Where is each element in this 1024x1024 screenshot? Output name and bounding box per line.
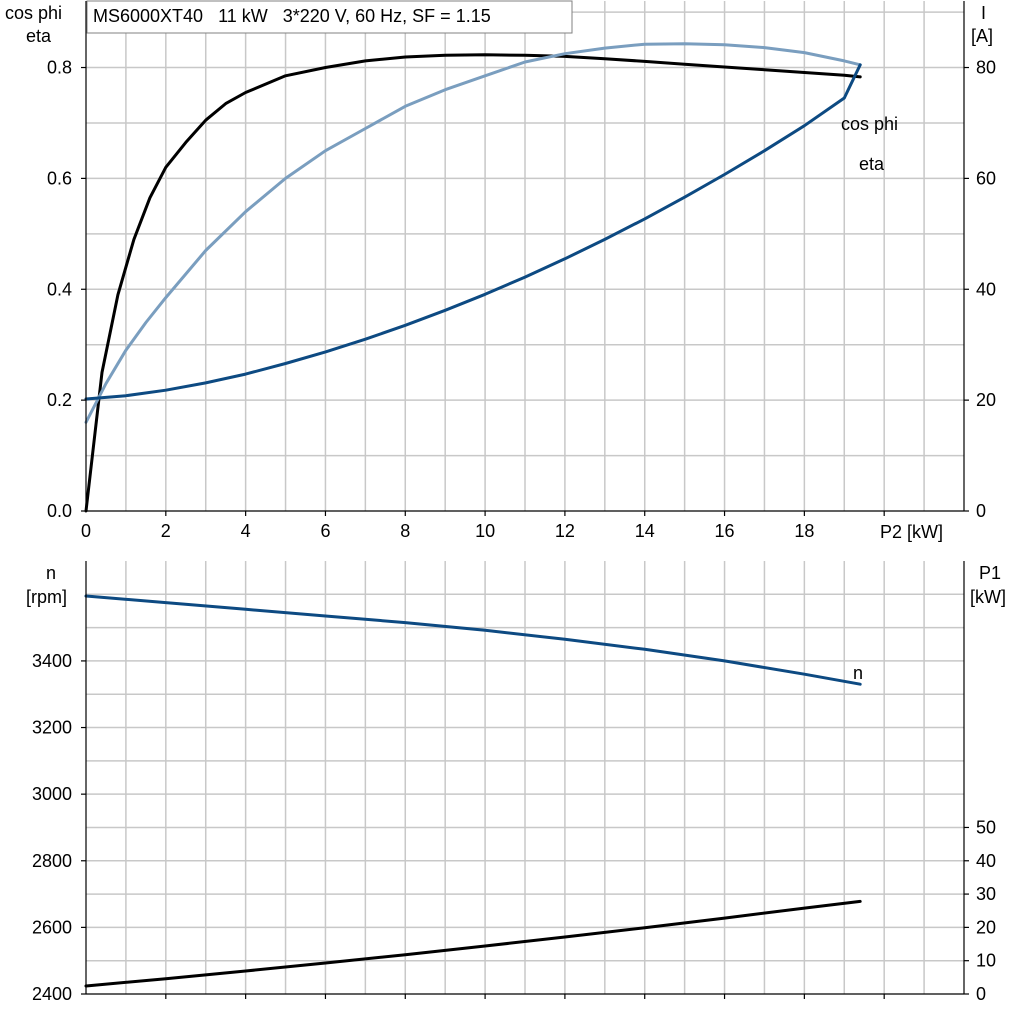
top-x-tick-label: 4 [241,521,251,541]
n-curve-label: n [853,663,863,683]
bot-right-tick-label: 10 [976,951,996,971]
chart-title: MS6000XT40 11 kW 3*220 V, 60 Hz, SF = 1.… [93,6,491,26]
top-x-tick-label: 18 [794,521,814,541]
cos-phi-curve [84,42,862,424]
top-chart-ticks: 0.0 0.2 0.4 0.6 0.8 0 20 40 60 80 0 2 4 6 8 10 12 14 16 18 [47,58,996,541]
bottom-right-axis-label-line1: P1 [979,563,1001,583]
top-chart-grid [86,1,964,511]
p1-curve [84,899,862,988]
bot-right-tick-label: 30 [976,884,996,904]
top-right-tick-label: 80 [976,58,996,78]
i-curve [84,63,862,401]
bottom-chart-frame [85,561,965,995]
bot-left-tick-label: 2400 [32,984,72,1004]
top-x-tick-label: 2 [161,521,171,541]
top-chart-curves [84,42,862,513]
top-left-tick-label: 0.2 [47,390,72,410]
bot-left-tick-label: 2800 [32,851,72,871]
top-x-axis-label: P2 [kW] [880,522,943,542]
bottom-left-axis-label-line1: n [46,563,56,583]
chart-title-box [86,0,573,34]
bot-right-tick-label: 50 [976,817,996,837]
bot-left-tick-label: 3200 [32,718,72,738]
top-right-tick-label: 60 [976,168,996,188]
bot-right-tick-label: 20 [976,917,996,937]
top-x-tick-label: 6 [320,521,330,541]
top-right-axis-label-line2: [A] [971,26,993,46]
top-chart-frame [85,1,965,512]
top-right-tick-label: 40 [976,279,996,299]
top-right-axis-label-line1: I [981,3,986,23]
bottom-chart-curves [84,594,862,988]
bot-left-tick-label: 2600 [32,917,72,937]
n-curve [84,594,862,686]
eta-curve [84,53,862,513]
top-x-tick-label: 16 [715,521,735,541]
top-left-tick-label: 0.4 [47,279,72,299]
bot-right-tick-label: 40 [976,851,996,871]
bottom-left-axis-label-line2: [rpm] [26,587,67,607]
bottom-right-axis-label-line2: [kW] [970,587,1006,607]
bot-left-tick-label: 3400 [32,651,72,671]
top-left-tick-label: 0.8 [47,58,72,78]
cos-phi-curve-label: cos phi [841,114,898,134]
top-x-tick-label: 10 [475,521,495,541]
top-left-tick-label: 0.0 [47,501,72,521]
eta-curve-label: eta [859,154,885,174]
bot-left-tick-label: 3000 [32,784,72,804]
top-left-axis-label-line1: cos phi [5,3,62,23]
top-left-tick-label: 0.6 [47,168,72,188]
top-right-tick-label: 20 [976,390,996,410]
top-left-axis-label-line2: eta [26,26,52,46]
top-right-tick-label: 0 [976,501,986,521]
bottom-chart-ticks: 2400 2600 2800 3000 3200 3400 0 10 20 30 40 50 [32,651,996,1004]
top-x-tick-label: 0 [81,521,91,541]
top-x-tick-label: 8 [400,521,410,541]
bot-right-tick-label: 0 [976,984,986,1004]
bottom-chart-grid [86,561,964,994]
top-x-tick-label: 14 [635,521,655,541]
top-x-tick-label: 12 [555,521,575,541]
